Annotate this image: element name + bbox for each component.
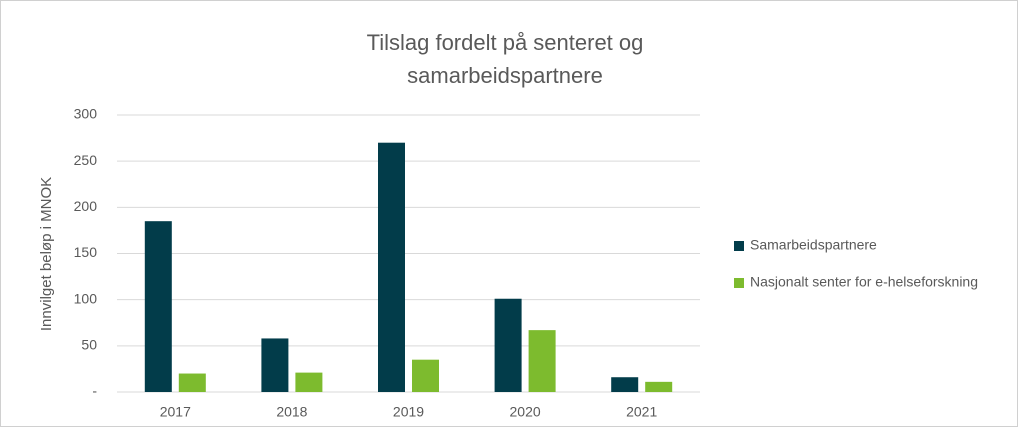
y-tick-label: 50 bbox=[81, 337, 97, 353]
legend-label: Nasjonalt senter for e-helseforskning bbox=[750, 274, 978, 290]
legend-swatch bbox=[734, 278, 744, 288]
bar bbox=[645, 381, 673, 392]
legend-swatch bbox=[734, 241, 744, 251]
bar bbox=[528, 330, 556, 392]
y-tick-label: 100 bbox=[74, 290, 98, 306]
bar bbox=[611, 377, 639, 392]
x-tick-label: 2018 bbox=[276, 404, 307, 420]
bar bbox=[494, 298, 522, 392]
y-tick-label: - bbox=[92, 383, 97, 399]
bar bbox=[412, 359, 439, 392]
x-tick-label: 2021 bbox=[626, 404, 657, 420]
y-tick-label: 250 bbox=[74, 152, 98, 168]
bar bbox=[261, 338, 289, 392]
x-tick-label: 2020 bbox=[510, 404, 541, 420]
bar bbox=[378, 142, 405, 392]
y-tick-label: 150 bbox=[74, 244, 98, 260]
bar bbox=[144, 221, 172, 392]
chart-title: Tilslag fordelt på senteret og samarbeid… bbox=[366, 30, 644, 88]
bar bbox=[295, 372, 323, 392]
x-tick-label: 2017 bbox=[160, 404, 191, 420]
title-container: Tilslag fordelt på senteret og samarbeid… bbox=[366, 30, 644, 88]
y-tick-label: 300 bbox=[74, 106, 98, 122]
bar bbox=[178, 373, 206, 392]
x-tick-label: 2019 bbox=[393, 404, 424, 420]
y-tick-label: 200 bbox=[74, 198, 98, 214]
y-axis-label: Innvilget beløp i MNOK bbox=[38, 177, 55, 331]
legend-label: Samarbeidspartnere bbox=[750, 237, 877, 253]
